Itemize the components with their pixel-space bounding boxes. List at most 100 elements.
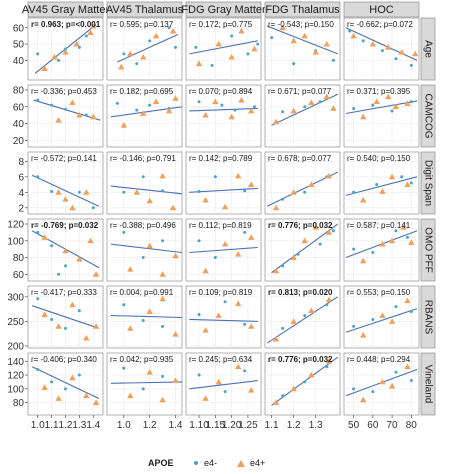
row-strip-camcog [420, 84, 436, 148]
point-e4minus [50, 244, 54, 248]
point-e4minus [252, 105, 256, 109]
point-e4minus [161, 239, 165, 243]
point-e4minus [64, 107, 67, 111]
correlation-annotation: r= 0.587; p=0.141 [347, 221, 411, 230]
regression-line [267, 25, 338, 55]
point-e4plus [202, 111, 209, 118]
x-tick-label-fdg-gray-matter: 1.15 [206, 420, 226, 431]
correlation-annotation: r= -0.336; p=0.453 [31, 87, 97, 96]
correlation-annotation: r= 0.540; p=0.150 [347, 154, 411, 163]
point-e4minus [409, 63, 413, 67]
panel-rbans-fdg-gray-matter: r= 0.109; p=0.819 [185, 285, 262, 349]
column-strip-av45-thalamus [106, 1, 183, 18]
point-e4plus [90, 22, 97, 29]
point-e4plus [272, 399, 280, 405]
point-e4minus [243, 189, 247, 193]
row-header-digit-span: Digit Span [423, 160, 434, 206]
panel-age-av45-gray-matter: r= 0.963; p=<0.001 [27, 17, 104, 81]
point-e4minus [281, 264, 285, 268]
row-header-age: Age [423, 40, 434, 58]
point-e4plus [92, 271, 100, 277]
point-e4minus [409, 379, 413, 383]
panel-background [343, 151, 420, 215]
point-e4plus [55, 116, 62, 123]
point-e4plus [73, 40, 80, 47]
y-tick-label-omo-pff: 100 [7, 236, 24, 247]
point-e4minus [174, 45, 178, 49]
correlation-annotation: r= 0.070; p=0.894 [189, 87, 253, 96]
point-e4minus [84, 34, 88, 38]
point-e4plus [325, 296, 333, 303]
point-e4minus [296, 252, 300, 256]
column-strip-fdg-thalamus [264, 1, 341, 18]
correlation-annotation: r= 0.553; p=0.150 [347, 288, 411, 297]
correlation-annotation: r= -0.543; p=0.150 [268, 20, 334, 29]
row-strip-rbans [420, 285, 436, 349]
panel-omo-pff-fdg-gray-matter: r= 0.112; p=0.819 [185, 218, 262, 282]
point-e4minus [394, 57, 398, 61]
panel-age-fdg-thalamus: r= -0.543; p=0.150 [264, 17, 341, 81]
point-e4plus [404, 181, 411, 187]
point-e4plus [388, 318, 396, 324]
panel-background [343, 84, 420, 148]
point-e4plus [308, 307, 315, 314]
point-e4minus [122, 190, 126, 194]
regression-line [110, 314, 183, 319]
point-e4minus [292, 62, 296, 66]
x-tick-label-av45-gray-matter: 1.1 [45, 420, 59, 431]
y-tick-label-digit-span: 4 [18, 188, 24, 199]
point-e4plus [272, 204, 280, 211]
correlation-annotation: r= 0.004; p=0.991 [110, 288, 174, 297]
point-e4minus [303, 190, 307, 194]
point-e4plus [83, 189, 90, 195]
panel-camcog-fdg-gray-matter: r= 0.070; p=0.894 [185, 84, 262, 148]
point-e4minus [405, 235, 409, 239]
regression-line [345, 176, 418, 196]
point-e4plus [290, 189, 297, 195]
point-e4minus [64, 326, 67, 330]
point-e4minus [281, 326, 285, 330]
point-e4minus [380, 49, 384, 53]
regression-line [110, 243, 183, 254]
point-e4plus [290, 107, 297, 114]
x-tick-label-fdg-thalamus: 1.3 [309, 420, 323, 431]
column-header-av45-thalamus: AV45 Thalamus [106, 4, 184, 16]
x-tick-label-fdg-gray-matter: 1.25 [238, 420, 258, 431]
point-e4plus [133, 189, 140, 195]
panel-age-fdg-gray-matter: r= 0.172; p=0.775 [185, 17, 262, 81]
point-e4minus [167, 26, 171, 30]
point-e4minus [77, 309, 81, 313]
point-e4plus [411, 50, 419, 57]
correlation-annotation: r= -0.662; p=0.072 [347, 20, 413, 29]
point-e4minus [223, 390, 227, 394]
point-e4plus [248, 181, 255, 187]
point-e4plus [69, 374, 76, 381]
point-e4plus [92, 399, 100, 405]
regression-line [189, 246, 258, 254]
point-e4minus [318, 242, 322, 246]
point-e4plus [92, 323, 100, 329]
y-tick-label-camcog: 40 [13, 119, 25, 130]
point-e4minus [161, 324, 165, 328]
point-e4plus [360, 396, 367, 403]
correlation-annotation: r= 0.109; p=0.819 [189, 288, 253, 297]
regression-line [189, 318, 258, 322]
point-e4plus [83, 392, 90, 399]
panel-digit-span-fdg-gray-matter: r= 0.142; p=0.789 [185, 151, 262, 215]
point-e4plus [62, 49, 69, 55]
regression-line [110, 185, 183, 195]
panel-digit-span-fdg-thalamus: r= 0.678; p=0.077 [264, 151, 341, 215]
y-tick-label-digit-span: 6 [18, 172, 24, 183]
correlation-annotation: r= 0.448; p=0.294 [347, 355, 411, 364]
y-tick-label-rbans: 300 [7, 292, 24, 303]
regression-line [345, 308, 418, 333]
point-e4plus [379, 312, 386, 318]
point-e4minus [36, 175, 40, 179]
point-e4plus [272, 118, 280, 125]
point-e4plus [325, 172, 333, 179]
point-e4minus [352, 190, 356, 194]
point-e4plus [312, 49, 319, 55]
correlation-annotation: r= -0.146; p=0.791 [110, 154, 176, 163]
x-tick-label-hoc: 80 [406, 420, 418, 431]
y-tick-label-camcog: 80 [13, 86, 25, 97]
